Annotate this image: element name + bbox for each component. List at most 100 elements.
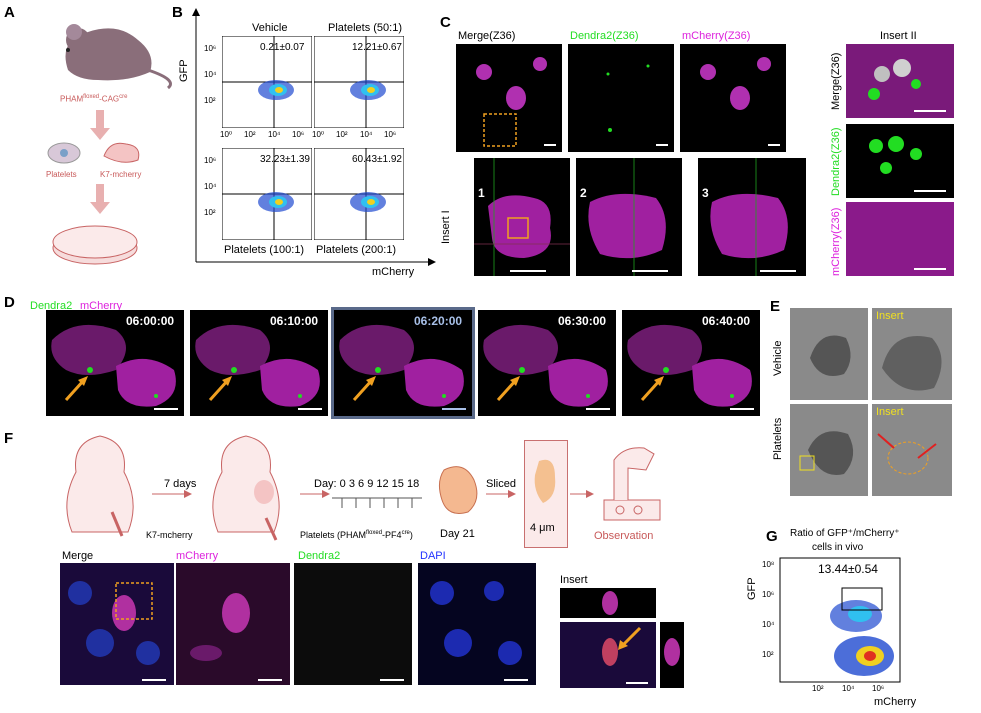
d-frame-1: 06:00:00 [46,310,184,416]
zstack-number: 3 [702,186,709,200]
scale-bar [504,679,528,681]
f-title-merge: Merge [62,550,94,562]
f-days7: 7 days [164,478,197,490]
c-title-dendra: Dendra2(Z36) [570,30,639,42]
f-slice-box [524,440,568,548]
c-right-row-mcherry: mCherry(Z36) [830,207,842,276]
c-insert-dendra [846,124,954,198]
scale-bar [730,408,754,410]
b-ytick: 10⁴ [204,70,217,79]
c-title-merge: Merge(Z36) [458,30,516,42]
b-xaxis-label: mCherry [372,266,415,278]
f-platelets-label: Platelets (PHAMfloxed-PF4cre) [300,530,413,540]
f-day-ticks [332,497,422,508]
scale-bar [914,268,946,270]
f-insert-yz [660,622,684,688]
microscope-icon [603,447,661,521]
f-title-dendra: Dendra2 [298,550,341,562]
b-xtick: 10⁰ [312,130,325,139]
e-insert-label: Insert [876,406,904,418]
f-dapi-image [418,563,536,685]
panel-label-a: A [4,4,15,21]
scale-bar [154,408,178,410]
b-value: 60.43±1.92 [352,154,402,165]
b-xtick: 10² [244,130,256,139]
d-frame-3: 06:20:00 [331,307,475,419]
f-title-mcherry: mCherry [176,550,219,562]
scale-bar [914,110,946,112]
platelets-label: Platelets [46,170,77,179]
d-timestamp: 06:20:00 [414,314,463,328]
c-dendra-image [568,44,674,152]
panel-label-e: E [770,298,781,315]
g-flow-plot [779,557,901,683]
f-insert-xz [560,588,656,618]
e-vehicle-image [790,308,868,400]
zstack-number: 2 [580,186,587,200]
d-legend-mcherry: mCherry [80,300,123,312]
f-thickness: 4 μm [530,522,555,534]
c-insert2-label: Insert II [880,30,917,42]
arrow-right-icon [486,490,516,498]
g-title-2: cells in vivo [812,542,864,553]
c-title-mcherry: mCherry(Z36) [682,30,751,42]
down-arrow-icon [90,184,110,214]
mouse-illustration [65,24,172,90]
scale-bar [298,408,322,410]
d-frame-5: 06:40:00 [622,310,760,416]
c-insert-merge [846,44,954,118]
e-vehicle-insert: Insert [872,308,952,400]
b-xtick: 10⁰ [220,130,233,139]
b-xtick: 10² [336,130,348,139]
g-value: 13.44±0.54 [818,562,878,576]
petri-dish-icon [52,225,138,265]
tumor-icon [438,466,478,514]
g-xtick: 10⁶ [872,684,885,693]
b-flow-plot-4 [313,147,405,245]
zstack-number: 1 [478,186,485,200]
arrow-right-icon [570,490,594,498]
b-ytick: 10⁶ [204,44,217,53]
g-xtick: 10² [812,684,824,693]
scale-bar [760,270,796,272]
f-title-dapi: DAPI [420,550,446,562]
e-platelets-insert: Insert [872,404,952,496]
b-xtick: 10⁴ [360,130,373,139]
g-ytick: 10² [762,650,774,659]
b-flow-plot-1 [221,35,313,133]
k7-cell-icon [103,142,140,163]
f-insert-label: Insert [560,574,588,586]
d-frame-2: 06:10:00 [190,310,328,416]
scale-bar [914,190,946,192]
scale-bar [656,144,668,146]
b-ytick: 10⁴ [204,182,217,191]
b-yaxis-label: GFP [178,59,190,82]
g-ytick: 10⁶ [762,590,775,599]
b-flow-plot-2 [313,35,405,133]
panel-label-f: F [4,430,14,447]
b-plot-bottom-label: Platelets (200:1) [316,244,397,256]
arrow-right-icon [300,490,330,498]
c-insert-mcherry [846,202,954,276]
c-mcherry-image [680,44,786,152]
b-plot-bottom-label: Platelets (100:1) [224,244,305,256]
b-plot-title: Platelets (50:1) [328,22,402,34]
panel-label-d: D [4,294,15,311]
b-ytick: 10² [204,96,216,105]
d-timestamp: 06:40:00 [702,314,751,328]
d-timestamp: 06:00:00 [126,314,175,328]
mouse-topview-2 [212,435,280,541]
scale-bar [626,682,648,684]
g-xaxis-label: mCherry [874,696,917,708]
f-k7-label: K7-mcherry [146,530,193,540]
panel-label-g: G [766,528,778,545]
g-ytick: 10⁸ [762,560,775,569]
f-day21: Day 21 [440,528,475,540]
e-insert-label: Insert [876,310,904,322]
f-observation: Observation [594,530,654,542]
c-zstack-2: 2 [576,158,682,276]
d-legend-dendra: Dendra2 [30,300,73,312]
f-insert-main [560,622,656,688]
e-platelets-image [790,404,868,496]
b-ytick: 10² [204,208,216,217]
